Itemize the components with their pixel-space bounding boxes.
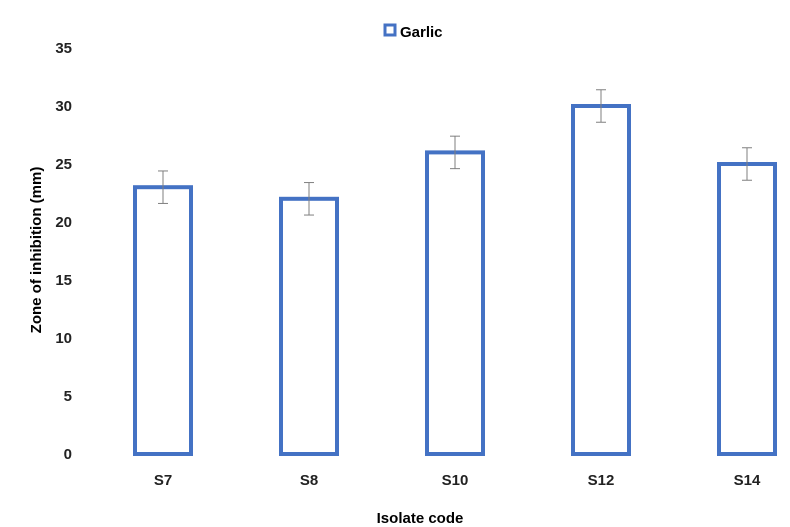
x-tick-label: S8 [300, 472, 318, 489]
x-tick-label: S14 [734, 472, 761, 489]
bar [571, 104, 631, 456]
x-tick-label: S7 [154, 472, 172, 489]
legend-swatch [383, 23, 397, 37]
y-axis: 0 5 10 15 20 25 30 35 [55, 40, 72, 463]
x-axis-title: Isolate code [377, 510, 464, 527]
legend: Garlic [383, 23, 443, 41]
bar [279, 196, 339, 456]
y-tick-label: 10 [55, 330, 72, 347]
bar [425, 150, 485, 456]
legend-label: Garlic [400, 24, 443, 41]
y-tick-label: 25 [55, 156, 72, 173]
error-bar [158, 170, 168, 204]
y-tick-label: 30 [55, 98, 72, 115]
y-tick-label: 35 [55, 40, 72, 57]
x-tick-label: S10 [442, 472, 469, 489]
error-bars [158, 89, 752, 216]
x-tick-label: S12 [588, 472, 615, 489]
y-axis-title: Zone of inhibition (mm) [28, 167, 45, 334]
y-tick-label: 0 [64, 446, 72, 463]
bar [717, 162, 777, 456]
error-bar [304, 182, 314, 216]
x-axis: S7 S8 S10 S12 S14 [154, 472, 761, 489]
error-bar [742, 147, 752, 181]
y-tick-label: 20 [55, 214, 72, 231]
error-bar [596, 89, 606, 123]
y-tick-label: 5 [64, 388, 72, 405]
y-tick-label: 15 [55, 272, 72, 289]
bar [133, 185, 193, 456]
error-bar [450, 135, 460, 170]
